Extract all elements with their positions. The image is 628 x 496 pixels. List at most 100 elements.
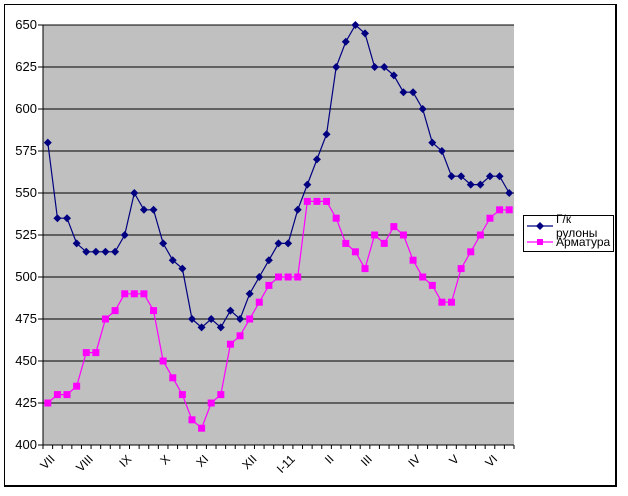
data-point-square-rebar — [140, 290, 148, 298]
data-point-square-rebar — [332, 214, 340, 222]
data-point-square-rebar — [361, 265, 369, 273]
data-point-diamond-hk-rolls — [341, 37, 350, 46]
y-axis-label: 625 — [15, 59, 37, 74]
data-point-diamond-hk-rolls — [216, 323, 225, 332]
data-point-square-rebar — [323, 197, 331, 205]
data-point-diamond-hk-rolls — [476, 180, 485, 189]
data-point-square-rebar — [265, 281, 273, 289]
data-point-square-rebar — [217, 391, 225, 399]
data-point-diamond-hk-rolls — [53, 214, 62, 223]
data-point-square-rebar — [188, 416, 196, 424]
data-point-square-rebar — [159, 357, 167, 365]
data-point-square-rebar — [438, 298, 446, 306]
data-point-square-rebar — [130, 290, 138, 298]
data-point-square-rebar — [476, 231, 484, 239]
data-point-square-rebar — [390, 223, 398, 231]
data-point-square-rebar — [255, 298, 263, 306]
data-point-diamond-hk-rolls — [207, 315, 216, 323]
data-point-square-rebar — [457, 265, 465, 273]
data-point-square-rebar — [275, 273, 282, 281]
data-point-diamond-hk-rolls — [245, 289, 254, 298]
data-point-diamond-hk-rolls — [418, 105, 427, 113]
legend-label-rebar: Арматура — [556, 234, 611, 249]
data-point-square-rebar — [419, 273, 427, 281]
legend: Г/к рулоны Арматура — [523, 212, 614, 252]
y-axis-label: 600 — [15, 101, 37, 116]
data-point-square-rebar — [236, 332, 244, 340]
y-axis-label: 525 — [15, 227, 37, 242]
data-point-diamond-hk-rolls — [139, 205, 148, 214]
data-point-square-rebar — [169, 374, 177, 382]
data-point-diamond-hk-rolls — [485, 172, 494, 181]
data-point-square-rebar — [111, 307, 119, 315]
data-point-square-rebar — [505, 206, 513, 214]
data-point-diamond-hk-rolls — [293, 205, 302, 214]
data-point-square-rebar — [178, 391, 186, 399]
data-point-diamond-hk-rolls — [111, 247, 120, 256]
data-point-square-rebar — [150, 307, 158, 315]
data-point-square-rebar — [399, 231, 407, 239]
series-rebar-swatch-icon — [527, 238, 553, 245]
data-point-diamond-hk-rolls — [466, 180, 475, 189]
data-point-square-rebar — [53, 391, 61, 399]
data-point-diamond-hk-rolls — [332, 63, 341, 71]
data-point-diamond-hk-rolls — [168, 256, 177, 265]
data-point-diamond-hk-rolls — [178, 264, 187, 273]
data-point-diamond-hk-rolls — [409, 88, 418, 97]
data-point-square-rebar — [92, 349, 100, 357]
data-point-diamond-hk-rolls — [149, 205, 158, 214]
data-point-diamond-hk-rolls — [428, 138, 437, 147]
data-point-square-rebar — [82, 349, 90, 357]
data-point-diamond-hk-rolls — [284, 239, 293, 248]
y-axis-label: 650 — [15, 17, 37, 32]
data-point-square-rebar — [246, 315, 254, 323]
data-point-diamond-hk-rolls — [361, 29, 370, 38]
legend-label-hk-rolls: Г/к рулоны — [556, 211, 598, 240]
data-point-square-rebar — [303, 197, 311, 205]
data-point-diamond-hk-rolls — [255, 273, 264, 281]
data-point-square-rebar — [101, 315, 109, 323]
data-point-square-rebar — [428, 281, 436, 289]
data-point-diamond-hk-rolls — [197, 323, 206, 332]
data-point-square-rebar — [294, 273, 302, 281]
y-axis-label: 425 — [15, 395, 37, 410]
y-axis-label: 475 — [15, 311, 37, 326]
data-point-square-rebar — [63, 391, 71, 399]
data-point-diamond-hk-rolls — [264, 256, 273, 265]
data-point-diamond-hk-rolls — [120, 231, 129, 239]
data-point-diamond-hk-rolls — [351, 21, 360, 29]
data-point-square-rebar — [313, 197, 321, 205]
data-point-square-rebar — [380, 239, 388, 247]
data-point-diamond-hk-rolls — [437, 147, 446, 155]
data-point-diamond-hk-rolls — [130, 189, 139, 197]
data-point-square-rebar — [198, 424, 206, 432]
data-point-diamond-hk-rolls — [226, 306, 235, 315]
y-axis-label: 500 — [15, 269, 37, 284]
data-point-square-rebar — [486, 214, 494, 222]
data-point-diamond-hk-rolls — [495, 172, 504, 181]
data-point-square-rebar — [226, 340, 234, 348]
data-point-diamond-hk-rolls — [447, 172, 456, 181]
data-point-diamond-hk-rolls — [101, 247, 110, 256]
data-point-square-rebar — [284, 273, 292, 281]
data-point-diamond-hk-rolls — [187, 315, 196, 323]
legend-item-hk-rolls: Г/к рулоны — [527, 212, 613, 240]
data-point-diamond-hk-rolls — [457, 172, 466, 181]
data-point-diamond-hk-rolls — [236, 315, 245, 323]
y-axis-label: 400 — [15, 437, 37, 452]
data-point-square-rebar — [371, 231, 379, 239]
data-point-square-rebar — [121, 290, 129, 298]
data-point-square-rebar — [409, 256, 417, 264]
data-point-square-rebar — [448, 298, 456, 306]
data-point-diamond-hk-rolls — [312, 155, 321, 164]
y-axis-label: 550 — [15, 185, 37, 200]
data-point-diamond-hk-rolls — [389, 71, 398, 80]
y-axis-label: 450 — [15, 353, 37, 368]
data-point-diamond-hk-rolls — [399, 88, 408, 97]
series-hk-rolls-swatch-icon — [527, 221, 553, 230]
data-point-diamond-hk-rolls — [82, 247, 91, 256]
data-point-square-rebar — [73, 382, 81, 390]
data-point-diamond-hk-rolls — [303, 180, 312, 189]
